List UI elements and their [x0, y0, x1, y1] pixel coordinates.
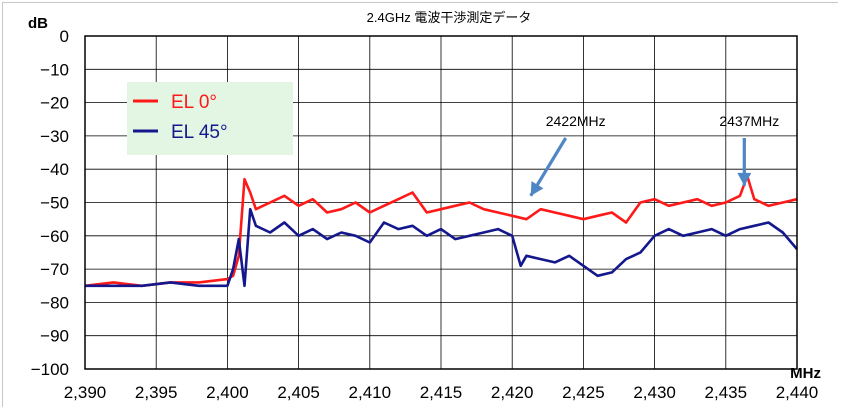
y-axis-unit: dB: [28, 15, 48, 32]
x-tick-label: 2,430: [633, 383, 676, 402]
x-tick-label: 2,405: [277, 383, 320, 402]
y-tick-label: −20: [40, 94, 69, 113]
x-tick-label: 2,440: [776, 383, 819, 402]
y-tick-label: −100: [31, 360, 69, 379]
series-line-el-0: [84, 174, 798, 288]
annotation-label: 2437MHz: [719, 113, 779, 129]
x-tick-label: 2,410: [349, 383, 392, 402]
x-tick-label: 2,400: [206, 383, 249, 402]
line-chart: 0 −10 −20 −30 −40 −50 −60 −70 −80 −90 −100 2,390 2,3…: [3, 3, 839, 408]
legend: EL 0° EL 45°: [127, 82, 293, 155]
series-lines: [84, 174, 798, 288]
plot-border: [84, 35, 798, 370]
y-tick-label: −30: [40, 127, 69, 146]
y-tick-label: −70: [40, 260, 69, 279]
x-tick-label: 2,395: [135, 383, 178, 402]
x-axis-unit: MHz: [790, 365, 821, 382]
legend-box: [127, 82, 293, 155]
series-line-el-45: [85, 207, 798, 288]
y-tick-label: −80: [40, 293, 69, 312]
annotation-arrow-head: [530, 181, 544, 196]
y-tick-label: −10: [40, 60, 69, 79]
annotation-arrow-head: [737, 172, 752, 186]
x-tick-label: 2,435: [705, 383, 748, 402]
y-tick-label: −90: [40, 327, 69, 346]
x-tick-label: 2,390: [64, 383, 107, 402]
y-tick-label: −50: [40, 194, 69, 213]
annotations: 2422MHz 2437MHz: [529, 113, 779, 197]
y-tick-label: 0: [60, 27, 69, 46]
tick-labels: 0 −10 −20 −30 −40 −50 −60 −70 −80 −90 −100 2,390 2,3…: [31, 27, 819, 402]
x-tick-label: 2,415: [420, 383, 463, 402]
y-tick-label: −60: [40, 227, 69, 246]
legend-label: EL 0°: [171, 92, 217, 113]
annotation-label: 2422MHz: [546, 113, 606, 129]
y-tick-label: −40: [40, 160, 69, 179]
chart-title: 2.4GHz 電波干渉測定データ: [367, 10, 532, 25]
legend-label: EL 45°: [171, 122, 228, 143]
x-tick-label: 2,420: [491, 383, 534, 402]
x-tick-label: 2,425: [562, 383, 605, 402]
